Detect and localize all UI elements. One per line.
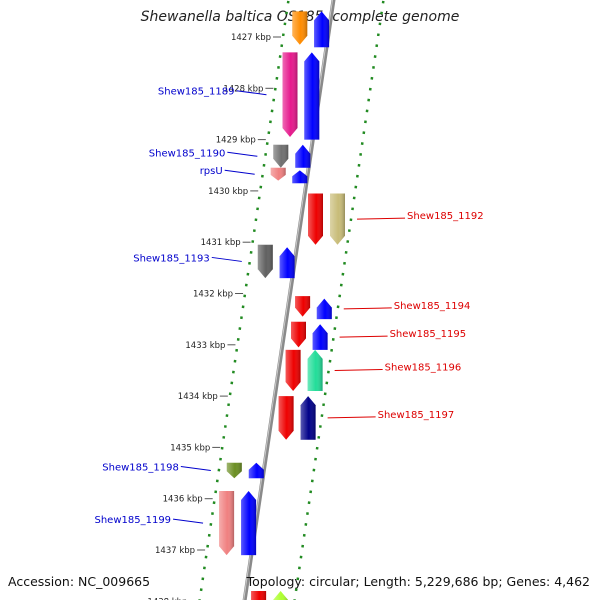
gene-arrow-shading xyxy=(278,396,294,440)
gene-leader-line xyxy=(227,151,258,157)
axis-tick-label: 1438 kbp xyxy=(147,597,187,600)
axis-tick-label: 1434 kbp xyxy=(178,392,218,402)
gene-arrow-shading xyxy=(226,462,242,479)
gene-label[interactable]: Shew185_1195 xyxy=(390,329,467,340)
gene-shew185-1189[interactable] xyxy=(282,52,298,137)
axis-tick-label: 1429 kbp xyxy=(216,136,256,146)
gene-leader-line xyxy=(224,169,255,175)
gene-feature-25[interactable] xyxy=(273,591,289,600)
gene-leader-line xyxy=(327,416,376,419)
gene-arrow-shading xyxy=(251,591,267,600)
gene-layer xyxy=(219,11,345,600)
axis-tick-label: 1430 kbp xyxy=(208,187,248,197)
gene-arrow-shading xyxy=(273,144,289,168)
gene-shew185-1198[interactable] xyxy=(226,462,242,479)
gene-arrow-shading xyxy=(257,244,273,279)
tick-layer: 1427 kbp 1428 kbp 1429 kbp 1430 kbp 1431 kbp… xyxy=(147,33,281,600)
gene-leader-line xyxy=(180,465,211,471)
gene-arrow-shading xyxy=(291,321,306,348)
gene-feature-16[interactable] xyxy=(285,349,301,391)
gene-leader-line xyxy=(211,256,242,262)
gene-feature-0[interactable] xyxy=(292,11,308,45)
gene-arrow-shading xyxy=(330,193,345,245)
gene-leader-line xyxy=(334,368,383,371)
gene-feature-7[interactable] xyxy=(292,170,308,184)
gene-arrow-shading xyxy=(292,170,308,184)
gene-arrow-shading xyxy=(307,349,323,391)
axis-tick-label: 1437 kbp xyxy=(155,546,195,556)
gene-leader-line xyxy=(343,307,392,310)
gene-arrow-shading xyxy=(241,491,257,556)
gene-arrow-shading xyxy=(295,296,311,317)
gene-feature-23[interactable] xyxy=(241,491,257,556)
gene-shew185-1195[interactable] xyxy=(312,324,328,350)
gene-feature-11[interactable] xyxy=(279,247,295,279)
gene-label[interactable]: Shew185_1190 xyxy=(149,148,226,159)
gene-shew185-1192[interactable] xyxy=(330,193,345,245)
gene-label[interactable]: Shew185_1197 xyxy=(378,410,455,421)
axis-tick-label: 1428 kbp xyxy=(223,84,263,94)
gene-shew185-1194[interactable] xyxy=(316,298,332,320)
gene-arrow-shading xyxy=(304,52,320,140)
label-layer: Shew185_1189 Shew185_1190 rpsU Shew185_1192… xyxy=(94,87,483,526)
gene-label[interactable]: Shew185_1198 xyxy=(102,462,179,473)
axis-tick-label: 1427 kbp xyxy=(231,33,271,43)
gene-arrow-shading xyxy=(279,247,295,279)
gene-label[interactable]: rpsU xyxy=(200,166,223,177)
gene-arrow-shading xyxy=(314,11,330,48)
gene-arrow-shading xyxy=(273,591,289,600)
gene-label[interactable]: Shew185_1192 xyxy=(407,211,484,222)
gene-shew185-1190[interactable] xyxy=(273,144,289,168)
gene-label[interactable]: Shew185_1196 xyxy=(385,362,462,373)
accession-text: Accession: NC_009665 xyxy=(8,574,151,589)
gene-leader-line xyxy=(236,90,267,96)
axis-tick-label: 1433 kbp xyxy=(185,341,225,351)
gene-feature-24[interactable] xyxy=(251,591,267,600)
gene-arrow-shading xyxy=(270,167,286,181)
gene-feature-18[interactable] xyxy=(278,396,294,440)
gene-arrow-shading xyxy=(282,52,298,137)
gene-shew185-1196[interactable] xyxy=(307,349,323,391)
gene-feature-3[interactable] xyxy=(304,52,320,140)
topology-text: Topology: circular; Length: 5,229,686 bp… xyxy=(246,574,590,589)
gene-label[interactable]: Shew185_1194 xyxy=(394,301,471,312)
gene-arrow-shading xyxy=(292,11,308,45)
gene-feature-12[interactable] xyxy=(295,296,311,317)
gene-feature-21[interactable] xyxy=(248,462,264,479)
axis-tick-label: 1435 kbp xyxy=(170,443,210,453)
axis-tick-label: 1432 kbp xyxy=(193,290,233,300)
gene-arrow-shading xyxy=(295,144,311,168)
gene-arrow-shading xyxy=(248,462,264,479)
gene-label[interactable]: Shew185_1193 xyxy=(133,253,210,264)
gene-feature-1[interactable] xyxy=(314,11,330,48)
gene-arrow-shading xyxy=(316,298,332,320)
genome-backbone xyxy=(242,0,336,600)
gene-shew185-1199[interactable] xyxy=(219,491,235,556)
gene-feature-5[interactable] xyxy=(295,144,311,168)
gene-arrow-shading xyxy=(300,396,316,440)
gene-arrow-shading xyxy=(285,349,301,391)
gene-feature-8[interactable] xyxy=(308,193,323,245)
gene-label[interactable]: Shew185_1189 xyxy=(158,87,235,98)
gene-rpsu[interactable] xyxy=(270,167,286,181)
gene-leader-line xyxy=(357,217,406,220)
gene-shew185-1197[interactable] xyxy=(300,396,316,440)
gene-arrow-shading xyxy=(312,324,328,350)
gene-arrow-shading xyxy=(308,193,323,245)
axis-tick-label: 1431 kbp xyxy=(201,238,241,248)
gene-feature-14[interactable] xyxy=(291,321,306,348)
axis-tick-label: 1436 kbp xyxy=(163,495,203,505)
gene-label[interactable]: Shew185_1199 xyxy=(94,515,171,526)
gene-arrow-shading xyxy=(219,491,235,556)
gene-leader-line xyxy=(339,335,388,338)
gene-shew185-1193[interactable] xyxy=(257,244,273,279)
gene-leader-line xyxy=(172,518,204,524)
